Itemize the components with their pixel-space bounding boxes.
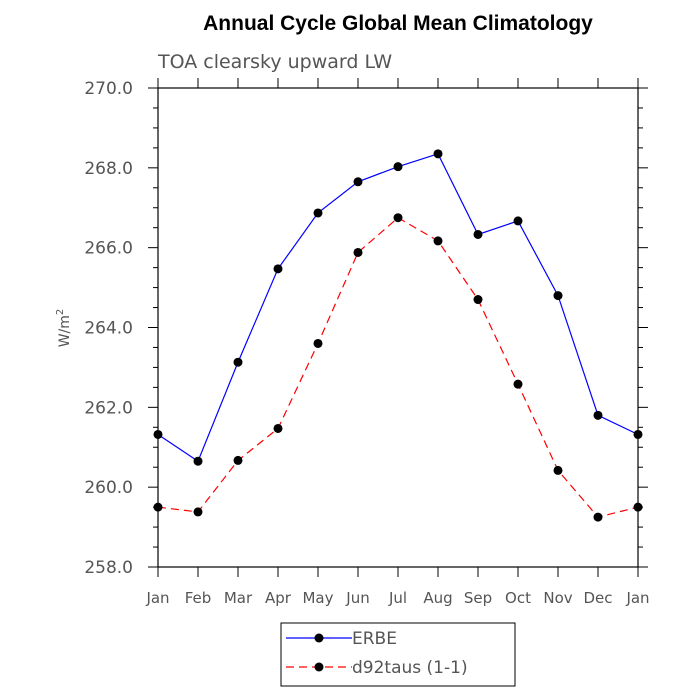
series-layer — [153, 149, 643, 522]
series-0-point — [313, 208, 323, 218]
y-axis-label-superscript: 2 — [55, 309, 66, 315]
x-tick-label: Sep — [464, 589, 492, 607]
y-axis-label-base: W/m — [57, 315, 73, 347]
y-tick-label: 264.0 — [84, 319, 133, 339]
x-tick-label: Nov — [543, 589, 572, 607]
legend-marker-d92taus — [314, 662, 324, 672]
series-1-point — [153, 502, 163, 512]
y-tick-label: 268.0 — [84, 159, 133, 179]
series-0-point — [633, 429, 643, 439]
x-tick-label: Mar — [224, 589, 253, 607]
legend-label-d92taus: d92taus (1-1) — [352, 658, 468, 678]
series-1-point — [473, 295, 483, 305]
chart-title: Annual Cycle Global Mean Climatology — [203, 12, 593, 35]
series-0-point — [273, 264, 283, 274]
series-line-0 — [157, 153, 639, 463]
series-0-point — [393, 162, 403, 172]
series-1-point — [553, 465, 563, 475]
x-axis-ticks: Jan Feb Mar Apr May Jun Jul Aug Sep Oct Nov Dec Jan — [145, 78, 650, 607]
legend-box — [280, 622, 516, 687]
x-tick-label: Oct — [505, 589, 531, 607]
x-tick-label: Jul — [388, 589, 407, 607]
x-tick-label: Apr — [265, 589, 292, 607]
series-0-point — [193, 456, 203, 466]
x-tick-label: Aug — [423, 589, 452, 607]
y-tick-label: 270.0 — [84, 79, 133, 99]
series-0-point — [473, 229, 483, 239]
series-0-point — [553, 291, 563, 301]
series-1-point — [353, 247, 363, 257]
series-0-point — [153, 429, 163, 439]
legend: ERBE d92taus (1-1) — [280, 622, 516, 687]
y-axis-ticks: 258.0 260.0 262.0 264.0 266.0 268.0 270.0 — [84, 79, 648, 578]
series-0-point — [513, 216, 523, 226]
series-1-point — [193, 507, 203, 517]
series-0-point — [593, 410, 603, 420]
series-0-point — [353, 177, 363, 187]
y-tick-label: 262.0 — [84, 398, 133, 418]
series-line-1 — [157, 216, 639, 518]
y-axis-label: W/m2 — [55, 309, 73, 348]
x-tick-label: Jan — [625, 589, 649, 607]
series-1-point — [513, 379, 523, 389]
legend-label-erbe: ERBE — [352, 629, 397, 649]
x-tick-label: Dec — [583, 589, 612, 607]
series-1-point — [393, 213, 403, 223]
y-tick-label: 258.0 — [84, 558, 133, 578]
chart-subtitle: TOA clearsky upward LW — [157, 51, 392, 73]
legend-marker-erbe — [314, 633, 324, 643]
series-1-point — [433, 236, 443, 246]
series-0-point — [433, 149, 443, 159]
y-tick-label: 260.0 — [84, 478, 133, 498]
series-1-point — [273, 423, 283, 433]
series-1-point — [313, 338, 323, 348]
plot-border — [157, 87, 639, 568]
x-tick-label: Jun — [345, 589, 369, 607]
y-tick-label: 266.0 — [84, 239, 133, 259]
series-1-point — [593, 512, 603, 522]
x-tick-label: May — [302, 589, 333, 607]
x-tick-label: Feb — [185, 589, 212, 607]
series-0-point — [233, 357, 243, 367]
series-1-point — [633, 502, 643, 512]
plot-frame — [157, 87, 639, 568]
series-1-point — [233, 455, 243, 465]
x-tick-label: Jan — [145, 589, 169, 607]
